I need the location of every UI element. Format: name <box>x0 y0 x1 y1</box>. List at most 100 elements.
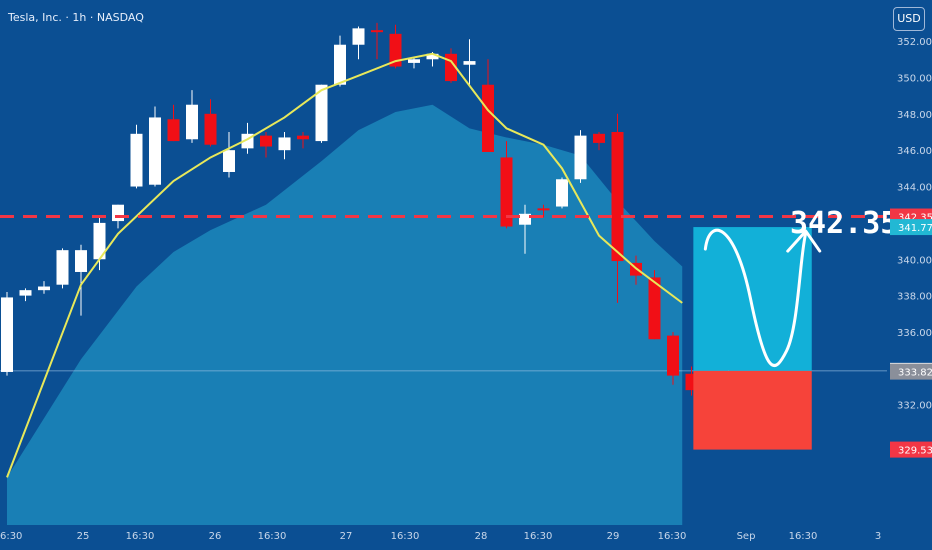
candle <box>167 104 180 142</box>
y-axis-tick: 348.00 <box>897 110 932 121</box>
candle <box>667 331 679 385</box>
candle-body <box>426 53 439 60</box>
candle-body <box>19 290 32 296</box>
x-axis-tick: 25 <box>77 531 90 542</box>
candle-body <box>593 133 605 143</box>
area-profile <box>7 104 683 525</box>
candle <box>463 39 476 85</box>
candle-body <box>648 277 661 340</box>
y-axis-tick: 350.00 <box>897 73 932 84</box>
candle-body <box>112 204 124 222</box>
arrow-head-icon <box>786 229 822 253</box>
x-axis-tick: 28 <box>475 531 488 542</box>
candle-body <box>130 133 143 187</box>
candle <box>1 291 13 376</box>
candle <box>574 130 587 183</box>
price-tag-bg <box>890 219 932 236</box>
x-axis-tick: 16:30 <box>391 531 420 542</box>
candle-body <box>149 117 161 185</box>
candle <box>260 131 272 158</box>
x-axis-tick: 26 <box>209 531 222 542</box>
candle-body <box>574 135 587 180</box>
x-axis-tick: Sep <box>737 531 756 542</box>
candle-body <box>556 179 568 207</box>
candle <box>297 131 309 149</box>
y-axis-tick: 332.00 <box>897 401 932 412</box>
candle <box>537 204 550 218</box>
profit-zone <box>693 227 812 371</box>
candle-body <box>297 135 309 140</box>
candle <box>149 106 161 187</box>
candle <box>19 288 32 302</box>
candle-body <box>667 335 679 376</box>
candle <box>93 217 106 271</box>
candle-body <box>352 28 365 45</box>
candle <box>352 26 365 60</box>
x-axis-tick: 29 <box>607 531 620 542</box>
x-axis-tick: 16:30 <box>789 531 818 542</box>
candle-body <box>371 30 383 33</box>
candle-body <box>93 222 106 260</box>
candle-body <box>186 104 198 140</box>
candle-body <box>315 84 328 142</box>
candle-body <box>223 150 235 172</box>
x-axis-tick: 16:30 <box>126 531 155 542</box>
candle <box>75 244 87 316</box>
candle <box>315 84 328 143</box>
candle <box>38 281 50 294</box>
price-tag: 333.82 <box>890 363 932 380</box>
y-axis-tick: 346.00 <box>897 146 932 157</box>
candle-body <box>389 33 402 67</box>
candle <box>130 124 143 189</box>
x-axis-tick: 16:30 <box>258 531 287 542</box>
price-tag: 341.77 <box>890 219 932 236</box>
x-axis-tick: 3 <box>875 531 881 542</box>
x-axis-tick: 16:30 <box>658 531 687 542</box>
candle-body <box>56 250 69 285</box>
candle-body <box>278 137 291 151</box>
symbol-header: Tesla, Inc. · 1h · NASDAQ <box>8 11 144 24</box>
candle-body <box>500 157 513 227</box>
price-tag-text: 333.82 <box>898 368 932 379</box>
price-tag-text: 329.53 <box>898 446 932 457</box>
y-axis-tick: 340.00 <box>897 255 932 266</box>
loss-zone <box>693 370 812 450</box>
candle-body <box>482 84 494 152</box>
x-axis-tick: 27 <box>340 531 353 542</box>
x-axis-tick: 16:30 <box>524 531 553 542</box>
currency-button[interactable]: USD <box>893 7 925 31</box>
price-tag-bg <box>890 363 932 380</box>
candle <box>611 113 624 303</box>
candle <box>556 177 568 209</box>
candle <box>56 248 69 289</box>
candle <box>334 35 346 87</box>
candle <box>593 131 605 151</box>
candle-body <box>38 286 50 291</box>
x-axis-band <box>0 525 932 550</box>
candle-body <box>537 208 550 211</box>
candle-body <box>204 113 217 145</box>
candle <box>482 59 494 152</box>
candle <box>204 99 217 147</box>
candle <box>500 141 513 229</box>
candle-body <box>408 59 420 63</box>
candle <box>648 270 661 340</box>
x-axis-tick: 16:30 <box>0 531 22 542</box>
y-axis-tick: 344.00 <box>897 183 932 194</box>
candle <box>408 57 420 69</box>
y-axis-tick: 338.00 <box>897 292 932 303</box>
candle-body <box>611 131 624 262</box>
price-tag: 329.53 <box>890 441 932 458</box>
price-tag-text: 341.77 <box>898 223 932 234</box>
candle <box>278 131 291 160</box>
candle-body <box>75 250 87 272</box>
candle-body <box>260 135 272 147</box>
price-tag-text: 342.35 <box>898 213 932 224</box>
moving-average-line <box>6 52 683 478</box>
price-tag-bg <box>890 441 932 458</box>
candle-body <box>519 213 531 225</box>
candle-body <box>463 61 476 65</box>
target-price-label: 342.35 <box>790 206 898 241</box>
